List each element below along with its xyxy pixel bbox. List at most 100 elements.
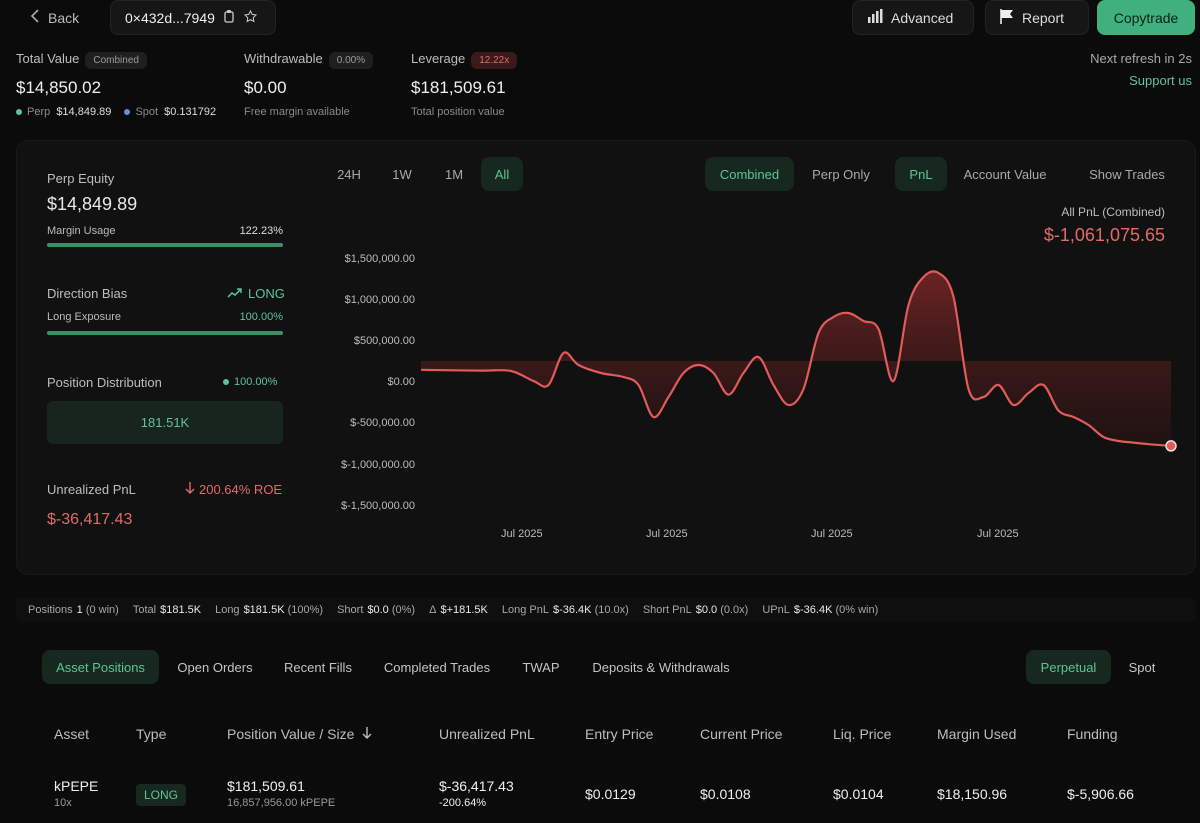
refresh-countdown: Next refresh in 2s: [1090, 51, 1192, 66]
row-funding: $-5,906.66: [1067, 786, 1134, 802]
delta-stat: Δ $+181.5K: [429, 604, 488, 616]
perp-equity-label: Perp Equity: [47, 171, 115, 186]
total-value-stat: Total Value Combined $14,850.02 Perp $14,…: [16, 51, 216, 118]
y-tick-label: $-1,000,000.00: [340, 459, 415, 471]
mode-combined[interactable]: Combined: [705, 157, 794, 191]
leverage-label: Leverage: [411, 51, 466, 66]
overview-panel: Perp Equity $14,849.89 Margin Usage 122.…: [16, 140, 1196, 575]
total-value-label: Total Value: [16, 51, 80, 66]
total-stat: Total $181.5K: [132, 604, 202, 616]
withdrawable-badge: 0.00%: [328, 52, 374, 69]
pnl-chart[interactable]: [420, 241, 1181, 481]
x-tick-label: Jul 2025: [501, 528, 543, 540]
position-distribution-amount: 181.51K: [140, 415, 190, 430]
direction-bias-value-wrap: LONG: [227, 286, 285, 301]
show-trades-toggle[interactable]: Show Trades: [1089, 166, 1165, 182]
margin-usage-value: 122.23%: [239, 225, 283, 237]
pnl-last-point[interactable]: [1165, 440, 1177, 452]
col-unrealized-pnl[interactable]: Unrealized PnL: [439, 726, 535, 742]
short-stat: Short $0.0 (0%): [337, 604, 416, 616]
row-current-price: $0.0108: [700, 786, 751, 802]
withdrawable-stat: Withdrawable 0.00% $0.00 Free margin avai…: [244, 51, 374, 118]
advanced-button[interactable]: Advanced: [852, 0, 974, 35]
report-button[interactable]: Report: [985, 0, 1089, 35]
range-1w[interactable]: 1W: [392, 166, 412, 182]
leverage-value: $181,509.61: [411, 78, 506, 97]
tab-asset-positions[interactable]: Asset Positions: [42, 650, 159, 684]
col-type[interactable]: Type: [136, 726, 167, 742]
tab-perpetual[interactable]: Perpetual: [1026, 650, 1111, 684]
long-pnl-stat: Long PnL $-36.4K (10.0x): [501, 604, 629, 616]
metric-account-value[interactable]: Account Value: [963, 166, 1047, 182]
long-stat: Long $181.5K (100%): [215, 604, 324, 616]
row-upnl-pct: -200.64%: [439, 797, 487, 809]
y-tick-label: $0.00: [387, 376, 415, 388]
row-asset: kPEPE: [54, 778, 99, 794]
star-icon[interactable]: [243, 9, 258, 27]
chevron-left-icon: [30, 9, 40, 26]
col-position-value[interactable]: Position Value / Size: [227, 726, 372, 742]
total-value: $14,850.02: [16, 78, 102, 97]
row-leverage: 10x: [54, 797, 72, 809]
col-margin-used[interactable]: Margin Used: [937, 726, 1017, 742]
tab-completed-trades[interactable]: Completed Trades: [383, 659, 491, 675]
tab-twap[interactable]: TWAP: [522, 659, 560, 675]
direction-bias-value: LONG: [248, 286, 285, 301]
y-tick-label: $1,500,000.00: [344, 253, 415, 265]
perp-equity-value: $14,849.89: [47, 194, 138, 214]
back-button[interactable]: Back: [16, 0, 111, 35]
mode-perp-only[interactable]: Perp Only: [812, 166, 870, 182]
address-chip[interactable]: 0×432d...7949: [110, 0, 276, 35]
bar-chart-icon: [867, 9, 883, 26]
positions-stat: Positions 1 (0 win): [28, 604, 119, 616]
row-type-badge: LONG: [136, 784, 186, 806]
leverage-stat: Leverage 12.22x $181,509.61 Total positio…: [411, 51, 518, 118]
pnl-summary-label: All PnL (Combined): [1061, 205, 1165, 219]
range-1m[interactable]: 1M: [444, 166, 464, 182]
col-current-price[interactable]: Current Price: [700, 726, 783, 742]
tab-open-orders[interactable]: Open Orders: [177, 659, 253, 675]
advanced-label: Advanced: [891, 9, 954, 26]
long-exposure-bar: [47, 331, 283, 335]
x-tick-label: Jul 2025: [811, 528, 853, 540]
margin-usage-fill: [47, 243, 283, 247]
y-tick-label: $-1,500,000.00: [340, 500, 415, 512]
trend-up-icon: [227, 286, 242, 301]
range-all[interactable]: All: [481, 157, 523, 191]
long-exposure-value: 100.00%: [239, 311, 283, 323]
position-distribution-pct-wrap: 100.00%: [223, 376, 277, 388]
y-tick-label: $-500,000.00: [350, 417, 415, 429]
row-entry-price: $0.0129: [585, 786, 636, 802]
x-tick-label: Jul 2025: [977, 528, 1019, 540]
row-position-value: $181,509.61: [227, 778, 305, 794]
unrealized-pnl-roe-wrap: 200.64% ROE: [185, 482, 282, 497]
pnl-series-line: [420, 270, 1172, 447]
col-asset[interactable]: Asset: [54, 726, 90, 742]
position-distribution-box[interactable]: 181.51K: [47, 401, 283, 444]
arrow-down-icon: [185, 482, 195, 497]
copytrade-button[interactable]: Copytrade: [1097, 0, 1195, 35]
sort-down-icon[interactable]: [362, 726, 372, 742]
withdrawable-sub: Free margin available: [244, 106, 350, 118]
copy-icon[interactable]: [223, 9, 235, 26]
withdrawable-label: Withdrawable: [244, 51, 323, 66]
col-funding[interactable]: Funding: [1067, 726, 1118, 742]
flag-icon: [1000, 8, 1014, 27]
direction-bias-label: Direction Bias: [47, 286, 128, 301]
long-exposure-fill: [47, 331, 283, 335]
metric-pnl[interactable]: PnL: [895, 157, 947, 191]
support-link[interactable]: Support us: [1129, 73, 1192, 88]
row-upnl: $-36,417.43: [439, 778, 514, 794]
report-label: Report: [1022, 9, 1065, 26]
total-value-breakdown: Perp $14,849.89 Spot $0.131792: [16, 106, 216, 118]
range-24h[interactable]: 24H: [337, 166, 361, 182]
tab-spot[interactable]: Spot: [1128, 659, 1156, 675]
row-margin-used: $18,150.96: [937, 786, 1008, 802]
col-entry-price[interactable]: Entry Price: [585, 726, 654, 742]
tab-recent-fills[interactable]: Recent Fills: [284, 659, 352, 675]
col-liq-price[interactable]: Liq. Price: [833, 726, 892, 742]
unrealized-pnl-roe: 200.64% ROE: [199, 482, 283, 497]
position-distribution-pct: 100.00%: [234, 376, 278, 388]
tab-deposits-withdrawals[interactable]: Deposits & Withdrawals: [592, 659, 730, 675]
y-tick-label: $1,000,000.00: [344, 294, 415, 306]
